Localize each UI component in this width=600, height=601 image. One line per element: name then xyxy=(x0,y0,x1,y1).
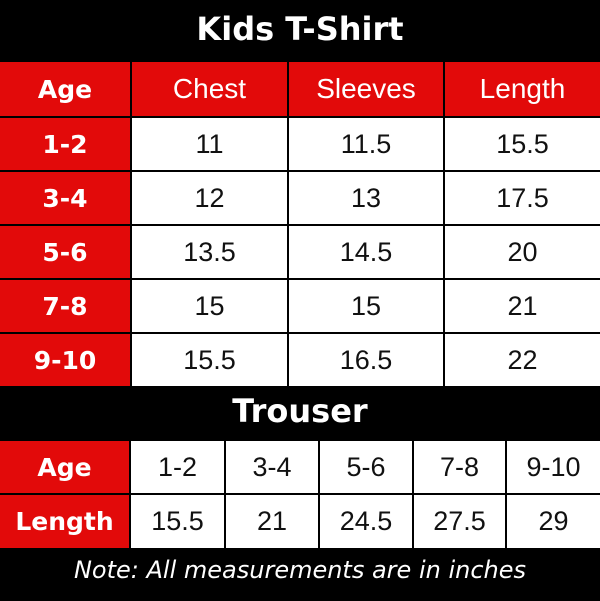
value-cell: 9-10 xyxy=(507,441,600,493)
header-cell: Age xyxy=(0,62,130,116)
row-label-cell: Age xyxy=(0,441,129,493)
age-cell: 1-2 xyxy=(0,118,130,170)
value-cell: 7-8 xyxy=(414,441,505,493)
age-cell: 9-10 xyxy=(0,334,130,386)
value-cell: 27.5 xyxy=(414,495,505,548)
value-cell: 15.5 xyxy=(445,118,600,170)
value-cell: 20 xyxy=(445,226,600,278)
value-cell: 13 xyxy=(289,172,443,224)
value-cell: 1-2 xyxy=(131,441,224,493)
note-text: Note: All measurements are in inches xyxy=(73,556,527,584)
age-cell: 3-4 xyxy=(0,172,130,224)
trouser-title: Trouser xyxy=(232,392,368,430)
value-cell: 15 xyxy=(132,280,287,332)
value-cell: 3-4 xyxy=(226,441,318,493)
value-cell: 24.5 xyxy=(320,495,412,548)
value-cell: 21 xyxy=(226,495,318,548)
value-cell: 21 xyxy=(445,280,600,332)
value-cell: 15.5 xyxy=(132,334,287,386)
header-cell: Sleeves xyxy=(289,62,443,116)
value-cell: 11 xyxy=(132,118,287,170)
value-cell: 15.5 xyxy=(131,495,224,548)
value-cell: 12 xyxy=(132,172,287,224)
age-cell: 7-8 xyxy=(0,280,130,332)
value-cell: 17.5 xyxy=(445,172,600,224)
value-cell: 22 xyxy=(445,334,600,386)
value-cell: 5-6 xyxy=(320,441,412,493)
row-label-cell: Length xyxy=(0,495,129,548)
trouser-size-table: Age 1-2 3-4 5-6 7-8 9-10 Length 15.5 21 24.5 27.5 2… xyxy=(0,441,600,548)
value-cell: 29 xyxy=(507,495,600,548)
value-cell: 13.5 xyxy=(132,226,287,278)
header-cell: Length xyxy=(445,62,600,116)
header-cell: Chest xyxy=(132,62,287,116)
value-cell: 15 xyxy=(289,280,443,332)
value-cell: 16.5 xyxy=(289,334,443,386)
tshirt-size-table: Age Chest Sleeves Length 1-2 11 11.5 15.5 3-4 12 1… xyxy=(0,62,600,388)
tshirt-title: Kids T-Shirt xyxy=(196,10,404,48)
value-cell: 11.5 xyxy=(289,118,443,170)
value-cell: 14.5 xyxy=(289,226,443,278)
age-cell: 5-6 xyxy=(0,226,130,278)
